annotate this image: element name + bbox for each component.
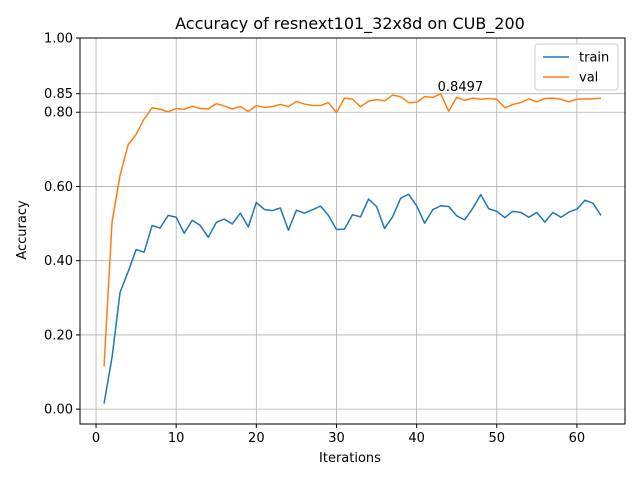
x-tick-label: 20 [248,431,265,446]
annotations: 0.8497 [438,80,484,95]
legend-box [534,43,619,91]
x-tick-label: 50 [488,431,505,446]
x-tick-label: 30 [328,431,345,446]
annotation-label: 0.8497 [438,80,484,95]
legend: train val [534,43,619,91]
x-tick-label: 10 [168,431,185,446]
y-tick-label: 0.80 [44,106,73,121]
x-tick-label: 60 [569,431,586,446]
chart-title: Accuracy of resnext101_32x8d on CUB_200 [175,14,525,34]
series-layer [103,93,602,404]
x-tick-label: 40 [408,431,425,446]
x-tick-label: 0 [92,431,100,446]
y-tick-label: 0.00 [44,403,73,418]
y-axis-ticks: 0.00 0.20 0.40 0.60 0.80 0.85 1.00 [44,32,80,418]
series-line-val [103,93,602,367]
series-line-train [103,193,602,404]
y-tick-label: 0.40 [44,254,73,269]
legend-label-train: train [579,51,609,66]
legend-label-val: val [579,71,598,86]
plot-frame [79,37,626,425]
y-tick-label: 0.60 [44,180,73,195]
x-axis-ticks: 0 10 20 30 40 50 60 [92,424,585,446]
y-axis-title: Accuracy [15,200,30,260]
y-tick-label: 1.00 [44,32,73,47]
y-tick-label: 0.20 [44,328,73,343]
x-axis-title: Iterations [319,451,381,466]
y-tick-label: 0.85 [44,87,73,102]
